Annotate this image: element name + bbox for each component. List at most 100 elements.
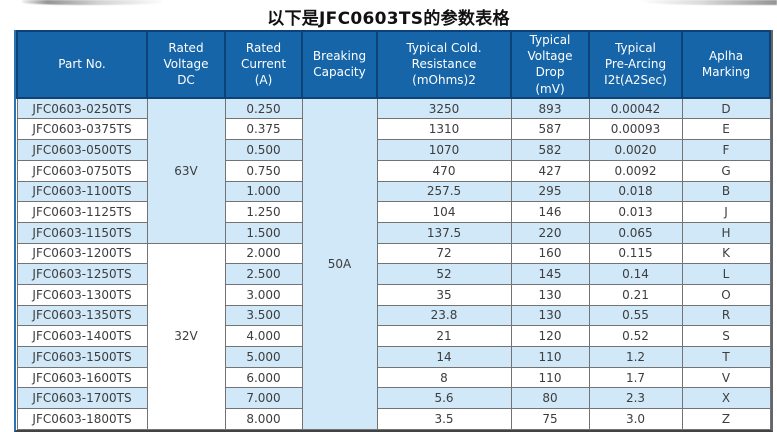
cold-resistance-cell: 3250	[376, 97, 512, 120]
pre-arcing-cell: 0.14	[588, 263, 683, 285]
alpha-marking-cell: E	[681, 118, 771, 141]
voltage-drop-cell: 130	[510, 283, 590, 306]
part-no-cell: JFC0603-1125TS	[16, 201, 148, 223]
part-no-cell: JFC0603-1700TS	[16, 387, 148, 410]
cold-resistance-cell: 104	[376, 201, 512, 223]
rated-current-cell: 0.750	[224, 159, 303, 182]
cold-resistance-cell: 8	[376, 366, 512, 389]
table-row: JFC0603-0250TS 63V 0.250 50A 3250 893 0.00042 D	[16, 97, 771, 430]
cold-resistance-cell: 23.8	[376, 304, 512, 327]
pre-arcing-cell: 0.013	[588, 201, 683, 223]
cold-resistance-cell: 1310	[376, 118, 512, 141]
table-row: JFC0603-1800TS 8.000 3.5 75 3.0 Z	[16, 408, 771, 430]
pre-arcing-cell: 2.3	[588, 387, 683, 410]
table-row: JFC0603-0750TS 0.750 470 427 0.0092 G	[16, 159, 771, 182]
voltage-drop-cell: 146	[510, 201, 590, 223]
rated-current-cell: 7.000	[224, 387, 303, 410]
voltage-drop-cell: 80	[510, 387, 590, 410]
alpha-marking-cell: L	[681, 263, 771, 285]
breaking-capacity-merged-cell: 50A	[301, 97, 378, 430]
table-row: JFC0603-1300TS 3.000 35 130 0.21 O	[16, 283, 771, 306]
cold-resistance-cell: 3.5	[376, 408, 512, 430]
table-row: JFC0603-1500TS 5.000 14 110 1.2 T	[16, 346, 771, 368]
pre-arcing-cell: 0.0092	[588, 159, 683, 182]
cold-resistance-cell: 137.5	[376, 221, 512, 244]
rated-current-cell: 2.000	[224, 242, 303, 265]
voltage-drop-cell: 130	[510, 304, 590, 327]
alpha-marking-cell: F	[681, 139, 771, 161]
pre-arcing-cell: 0.00042	[588, 97, 683, 120]
rated-current-cell: 1.000	[224, 180, 303, 203]
part-no-cell: JFC0603-1800TS	[16, 408, 148, 430]
part-no-cell: JFC0603-1100TS	[16, 180, 148, 203]
cold-resistance-cell: 5.6	[376, 387, 512, 410]
table-row: JFC0603-1150TS 1.500 137.5 220 0.065 H	[16, 221, 771, 244]
pre-arcing-cell: 0.00093	[588, 118, 683, 141]
cold-resistance-cell: 257.5	[376, 180, 512, 203]
part-no-cell: JFC0603-1300TS	[16, 283, 148, 306]
rated-current-cell: 1.500	[224, 221, 303, 244]
pre-arcing-cell: 3.0	[588, 408, 683, 430]
alpha-marking-cell: Z	[681, 408, 771, 430]
alpha-marking-cell: V	[681, 366, 771, 389]
pre-arcing-cell: 1.2	[588, 346, 683, 368]
cold-resistance-cell: 14	[376, 346, 512, 368]
alpha-marking-cell: B	[681, 180, 771, 203]
rated-current-cell: 1.250	[224, 201, 303, 223]
pre-arcing-cell: 0.065	[588, 221, 683, 244]
voltage-drop-cell: 120	[510, 325, 590, 347]
rated-current-cell: 8.000	[224, 408, 303, 430]
table-row: JFC0603-0500TS 0.500 1070 582 0.0020 F	[16, 139, 771, 161]
pre-arcing-cell: 1.7	[588, 366, 683, 389]
part-no-cell: JFC0603-0375TS	[16, 118, 148, 141]
rated-current-cell: 4.000	[224, 325, 303, 347]
pre-arcing-cell: 0.018	[588, 180, 683, 203]
part-no-cell: JFC0603-1200TS	[16, 242, 148, 265]
table-header-row: Part No. Rated Voltage DC Rated Current (A…	[16, 30, 771, 99]
pre-arcing-cell: 0.0020	[588, 139, 683, 161]
rated-current-cell: 0.375	[224, 118, 303, 141]
table-row: JFC0603-1100TS 1.000 257.5 295 0.018 B	[16, 180, 771, 203]
voltage-drop-cell: 587	[510, 118, 590, 141]
alpha-marking-cell: X	[681, 387, 771, 410]
alpha-marking-cell: G	[681, 159, 771, 182]
column-header-part-no: Part No.	[16, 30, 148, 99]
cold-resistance-cell: 72	[376, 242, 512, 265]
alpha-marking-cell: R	[681, 304, 771, 327]
voltage-drop-cell: 110	[510, 366, 590, 389]
rated-current-cell: 2.500	[224, 263, 303, 285]
rated-current-cell: 5.000	[224, 346, 303, 368]
cold-resistance-cell: 470	[376, 159, 512, 182]
table-row: JFC0603-0375TS 0.375 1310 587 0.00093 E	[16, 118, 771, 141]
voltage-drop-cell: 582	[510, 139, 590, 161]
rated-current-cell: 3.500	[224, 304, 303, 327]
voltage-drop-cell: 893	[510, 97, 590, 120]
rated-current-cell: 6.000	[224, 366, 303, 389]
part-no-cell: JFC0603-1150TS	[16, 221, 148, 244]
cold-resistance-cell: 35	[376, 283, 512, 306]
parameter-table-wrap: Part No. Rated Voltage DC Rated Current (A…	[14, 30, 773, 432]
pre-arcing-cell: 0.52	[588, 325, 683, 347]
alpha-marking-cell: K	[681, 242, 771, 265]
cold-resistance-cell: 21	[376, 325, 512, 347]
pre-arcing-cell: 0.21	[588, 283, 683, 306]
table-row: JFC0603-1350TS 3.500 23.8 130 0.55 R	[16, 304, 771, 327]
voltage-drop-cell: 110	[510, 346, 590, 368]
part-no-cell: JFC0603-1350TS	[16, 304, 148, 327]
voltage-drop-cell: 145	[510, 263, 590, 285]
column-header-rated-voltage: Rated Voltage DC	[146, 30, 226, 99]
voltage-drop-cell: 295	[510, 180, 590, 203]
alpha-marking-cell: T	[681, 346, 771, 368]
voltage-drop-cell: 75	[510, 408, 590, 430]
alpha-marking-cell: H	[681, 221, 771, 244]
column-header-rated-current: Rated Current (A)	[224, 30, 303, 99]
part-no-cell: JFC0603-0750TS	[16, 159, 148, 182]
voltage-drop-cell: 160	[510, 242, 590, 265]
part-no-cell: JFC0603-1600TS	[16, 366, 148, 389]
table-row: JFC0603-1250TS 2.500 52 145 0.14 L	[16, 263, 771, 285]
table-row: JFC0603-1400TS 4.000 21 120 0.52 S	[16, 325, 771, 347]
rated-voltage-merged-cell: 63V	[146, 97, 226, 244]
column-header-breaking-capacity: Breaking Capacity	[301, 30, 378, 99]
column-header-pre-arcing: Typical Pre-Arcing I2t(A2Sec)	[588, 30, 683, 99]
